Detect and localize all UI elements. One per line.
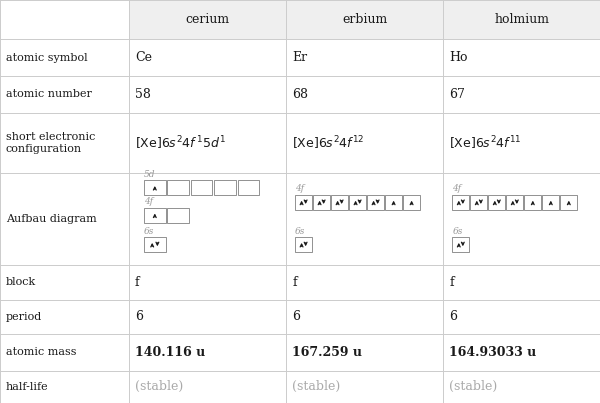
Text: holmium: holmium — [494, 13, 549, 26]
Bar — [560, 195, 577, 210]
Bar — [144, 180, 166, 195]
Text: Ce: Ce — [135, 51, 152, 64]
Text: erbium: erbium — [342, 13, 388, 26]
Text: atomic mass: atomic mass — [6, 347, 77, 357]
Bar — [349, 195, 366, 210]
Bar — [167, 208, 189, 223]
Text: 6: 6 — [135, 310, 143, 323]
Bar — [452, 237, 469, 252]
Bar — [295, 237, 312, 252]
Bar — [452, 195, 469, 210]
Text: 6s: 6s — [295, 227, 305, 236]
Bar — [385, 195, 402, 210]
Text: atomic symbol: atomic symbol — [6, 53, 88, 63]
Bar — [524, 195, 541, 210]
Bar — [295, 195, 312, 210]
Bar — [286, 0, 443, 39]
Text: 140.116 u: 140.116 u — [135, 346, 205, 359]
Text: 6: 6 — [449, 310, 457, 323]
Text: 58: 58 — [135, 88, 151, 101]
Bar — [367, 195, 384, 210]
Text: period: period — [6, 312, 42, 322]
Text: $[\mathrm{Xe}]6s^24f^{12}$: $[\mathrm{Xe}]6s^24f^{12}$ — [292, 134, 365, 152]
Bar — [443, 0, 600, 39]
Bar — [144, 237, 166, 252]
Bar — [129, 0, 286, 39]
Text: 5d: 5d — [144, 170, 155, 179]
Bar — [542, 195, 559, 210]
Text: $[\mathrm{Xe}]6s^24f^{11}$: $[\mathrm{Xe}]6s^24f^{11}$ — [449, 134, 522, 152]
Text: 67: 67 — [449, 88, 465, 101]
Text: 4f: 4f — [295, 185, 304, 193]
Text: 6s: 6s — [452, 227, 463, 236]
Text: half-life: half-life — [6, 382, 49, 392]
Bar — [167, 180, 189, 195]
Text: 68: 68 — [292, 88, 308, 101]
Bar — [470, 195, 487, 210]
Text: atomic number: atomic number — [6, 89, 92, 100]
Text: $[\mathrm{Xe}]6s^24f^{\,1}5d^1$: $[\mathrm{Xe}]6s^24f^{\,1}5d^1$ — [135, 134, 226, 152]
Text: 4f: 4f — [452, 185, 461, 193]
Bar — [238, 180, 259, 195]
Bar — [214, 180, 236, 195]
Text: Aufbau diagram: Aufbau diagram — [6, 214, 97, 224]
Text: block: block — [6, 277, 36, 287]
Text: short electronic
configuration: short electronic configuration — [6, 132, 95, 154]
Text: cerium: cerium — [185, 13, 230, 26]
Text: (stable): (stable) — [449, 380, 497, 393]
Bar — [313, 195, 330, 210]
Text: 6: 6 — [292, 310, 300, 323]
Text: (stable): (stable) — [292, 380, 340, 393]
Text: 4f: 4f — [144, 197, 153, 206]
Bar — [191, 180, 212, 195]
Text: Ho: Ho — [449, 51, 468, 64]
Bar — [488, 195, 505, 210]
Text: 164.93033 u: 164.93033 u — [449, 346, 536, 359]
Text: f: f — [135, 276, 140, 289]
Text: (stable): (stable) — [135, 380, 183, 393]
Bar — [403, 195, 420, 210]
Bar — [506, 195, 523, 210]
Text: f: f — [292, 276, 297, 289]
Bar — [144, 208, 166, 223]
Text: Er: Er — [292, 51, 307, 64]
Text: 6s: 6s — [144, 227, 154, 236]
Text: f: f — [449, 276, 454, 289]
Text: 167.259 u: 167.259 u — [292, 346, 362, 359]
Bar — [331, 195, 348, 210]
